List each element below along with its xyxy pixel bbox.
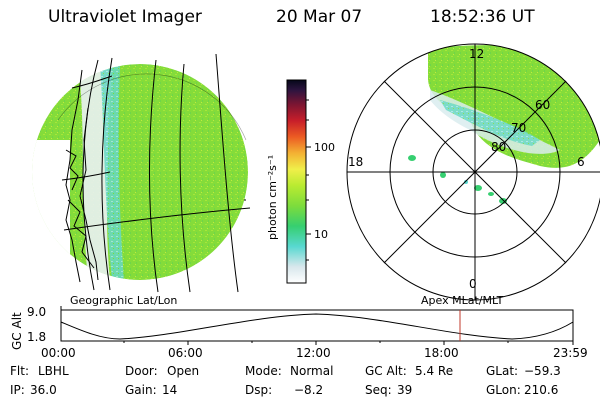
gain-label: Gain: xyxy=(125,383,157,397)
altitude-ytick-bottom: 1.8 xyxy=(27,330,47,344)
colorbar xyxy=(286,79,307,284)
altitude-ylabel: GC Alt xyxy=(10,312,24,350)
terminator-cut xyxy=(32,140,70,280)
polar-grid xyxy=(346,43,600,301)
image-time: 18:52:36 UT xyxy=(430,7,535,27)
mlt-label-0: 0 xyxy=(469,277,477,291)
mlt-label-6: 6 xyxy=(577,155,585,169)
left-panel-caption: Geographic Lat/Lon xyxy=(70,294,178,307)
filter-value: LBHL xyxy=(38,364,69,378)
polar-image xyxy=(428,45,600,168)
altitude-xtick-4: 23:59 xyxy=(553,346,588,360)
glat-value: −59.3 xyxy=(524,364,561,378)
filter-label: Flt: xyxy=(10,364,29,378)
altitude-xtick-1: 06:00 xyxy=(168,346,203,360)
mode-label: Mode: xyxy=(245,364,282,378)
altitude-xtick-2: 12:00 xyxy=(296,346,331,360)
colorbar-label-100: 100 xyxy=(314,141,335,154)
polar-spots xyxy=(408,155,507,204)
ip-label: IP: xyxy=(10,383,25,397)
gcalt-label: GC Alt: xyxy=(365,364,407,378)
image-date: 20 Mar 07 xyxy=(276,7,363,27)
altitude-curve xyxy=(60,313,574,340)
coastline xyxy=(65,69,99,283)
glon-value: 210.6 xyxy=(524,383,559,397)
altitude-ytick-top: 9.0 xyxy=(27,305,47,319)
altitude-xtick-0: 00:00 xyxy=(41,346,76,360)
altitude-plot-frame xyxy=(60,309,574,342)
gain-value: 14 xyxy=(162,383,178,397)
seq-label: Seq: xyxy=(365,383,392,397)
colorbar-label-10: 10 xyxy=(314,228,328,241)
dsp-label: Dsp: xyxy=(245,383,273,397)
cyan-band xyxy=(100,64,124,280)
mode-value: Normal xyxy=(290,364,334,378)
ip-value: 36.0 xyxy=(30,383,57,397)
latlon-grid xyxy=(61,53,251,293)
dsp-value: −8.2 xyxy=(294,383,324,397)
right-panel-caption: Apex MLat/MLT xyxy=(421,294,504,307)
app-title: Ultraviolet Imager xyxy=(48,7,202,27)
door-label: Door: xyxy=(125,364,158,378)
mlat-label-60: 60 xyxy=(535,98,551,112)
door-value: Open xyxy=(167,364,200,378)
mlt-label-18: 18 xyxy=(348,155,364,169)
altitude-xtick-3: 18:00 xyxy=(424,346,459,360)
mlat-label-80: 80 xyxy=(491,140,507,154)
mlat-label-70: 70 xyxy=(511,121,527,135)
auroral-oval xyxy=(428,45,600,168)
glat-label: GLat: xyxy=(486,364,519,378)
geographic-image xyxy=(32,64,248,280)
glon-label: GLon: xyxy=(486,383,521,397)
colorbar-unit-label: photon cm⁻²s⁻¹ xyxy=(266,154,279,240)
gcalt-value: 5.4 Re xyxy=(415,364,454,378)
seq-value: 39 xyxy=(397,383,413,397)
mlt-label-12: 12 xyxy=(469,47,485,61)
